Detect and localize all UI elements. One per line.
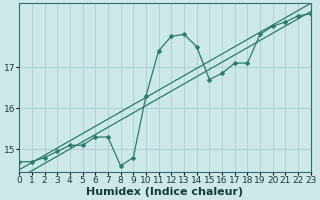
X-axis label: Humidex (Indice chaleur): Humidex (Indice chaleur)	[86, 187, 244, 197]
